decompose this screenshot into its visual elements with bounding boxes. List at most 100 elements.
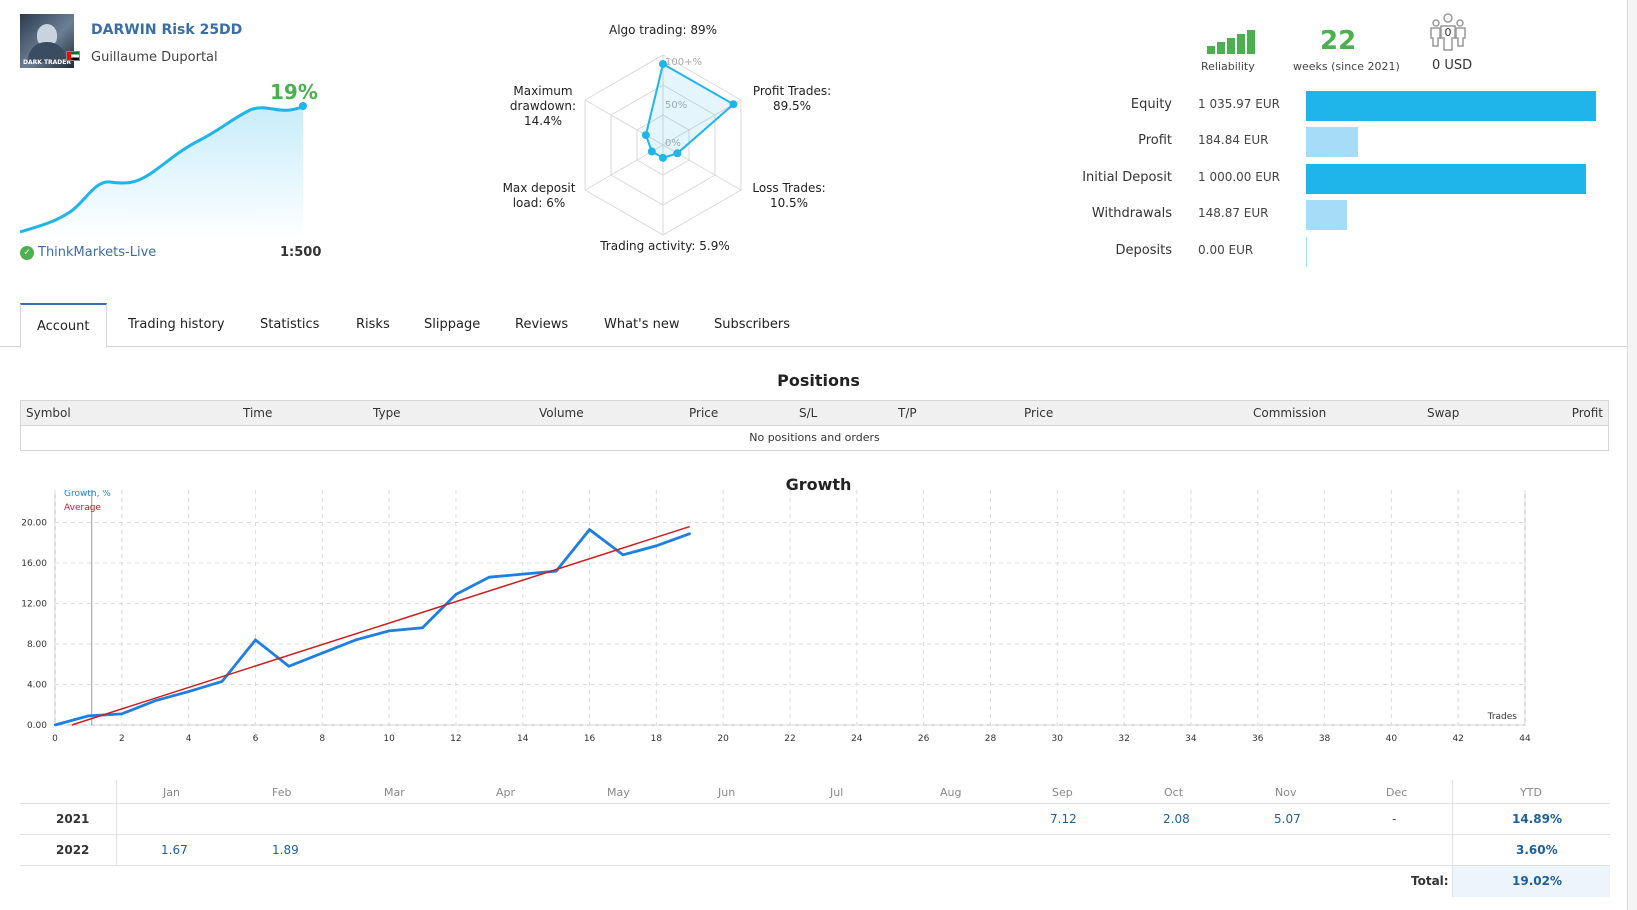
- x-tick-label: 38: [1319, 734, 1331, 744]
- ytd-column: [1452, 835, 1610, 865]
- x-tick-label: 36: [1252, 734, 1264, 744]
- year-2022: 2022: [56, 843, 90, 857]
- col-price[interactable]: Price: [689, 406, 719, 420]
- x-tick-label: 20: [717, 734, 729, 744]
- growth-point: [154, 699, 157, 702]
- growth-point: [187, 690, 190, 693]
- x-tick-label: 22: [784, 734, 795, 744]
- col-tp[interactable]: T/P: [898, 406, 917, 420]
- col-profit[interactable]: Profit: [1571, 406, 1603, 420]
- y-tick-label: 20.00: [21, 519, 47, 529]
- growth-point: [87, 714, 90, 718]
- reliability-bar-5: [1247, 30, 1255, 54]
- money-label: Profit: [1138, 133, 1172, 148]
- ytd-column: [1452, 804, 1610, 834]
- money-row: Initial Deposit 1 000.00 EUR: [1000, 164, 1620, 194]
- tab-subscribers[interactable]: Subscribers: [714, 317, 790, 332]
- ytd-label: YTD: [1520, 786, 1542, 799]
- broker-name[interactable]: ThinkMarkets-Live: [38, 245, 157, 260]
- tab-slippage[interactable]: Slippage: [424, 317, 481, 332]
- average-series-line: [71, 525, 691, 726]
- col-price-current[interactable]: Price: [1024, 406, 1054, 420]
- tab-statistics[interactable]: Statistics: [260, 317, 320, 332]
- growth-point: [421, 626, 424, 629]
- growth-point: [588, 528, 591, 531]
- reliability-bar-3: [1227, 38, 1235, 54]
- strategy-name[interactable]: DARWIN Risk 25DD: [91, 22, 243, 38]
- radar-axis-1: [662, 99, 742, 146]
- reliability-bar-4: [1237, 34, 1245, 54]
- page-scrollbar[interactable]: [1627, 0, 1637, 910]
- money-value: 184.84 EUR: [1198, 133, 1269, 147]
- country-flag-icon: [66, 51, 80, 61]
- radar-point-2: [673, 149, 682, 158]
- month-jun: Jun: [718, 786, 736, 799]
- avatar[interactable]: DARK TRADER: [20, 14, 74, 68]
- x-tick-label: 16: [584, 734, 596, 744]
- x-tick-label: 0: [52, 734, 58, 744]
- col-symbol[interactable]: Symbol: [26, 406, 71, 420]
- growth-point: [621, 553, 625, 557]
- tab-whats-new[interactable]: What's new: [604, 317, 680, 332]
- leverage: 1:500: [280, 245, 322, 260]
- monthly-divider: [116, 780, 117, 803]
- value-2021-dec: -: [1392, 812, 1397, 826]
- radar-point-5: [641, 131, 650, 140]
- monthly-divider: [116, 835, 117, 865]
- radar-shape: [644, 62, 736, 159]
- x-tick-label: 40: [1386, 734, 1398, 744]
- money-bar: [1306, 127, 1358, 157]
- ytd-2022: 3.60%: [1516, 843, 1558, 857]
- money-bar: [1306, 200, 1347, 230]
- col-volume[interactable]: Volume: [539, 406, 584, 420]
- mini-growth-line: [20, 104, 306, 234]
- money-value: 1 035.97 EUR: [1198, 97, 1280, 111]
- money-label: Equity: [1130, 97, 1172, 112]
- radar-ring-label: 0%: [665, 138, 681, 149]
- monthly-total-row: Total: 19.02%: [20, 866, 1610, 897]
- x-tick-label: 14: [517, 734, 529, 744]
- broker[interactable]: ✓ ThinkMarkets-Live: [20, 245, 156, 260]
- x-axis-label: Trades: [1487, 712, 1518, 722]
- y-tick-label: 0.00: [27, 721, 47, 731]
- tab-trading-history[interactable]: Trading history: [128, 317, 225, 332]
- growth-point: [387, 629, 391, 633]
- mini-growth-chart: [20, 102, 307, 240]
- growth-point: [287, 665, 291, 668]
- total-label: Total:: [1411, 874, 1449, 888]
- money-label: Deposits: [1115, 243, 1172, 258]
- col-sl[interactable]: S/L: [799, 406, 818, 420]
- tab-risks[interactable]: Risks: [356, 317, 390, 332]
- positions-header: Symbol Time Type Volume Price S/L T/P Pr…: [21, 401, 1608, 426]
- col-type[interactable]: Type: [373, 406, 401, 420]
- month-oct: Oct: [1164, 786, 1184, 799]
- month-may: May: [607, 786, 630, 799]
- x-tick-label: 28: [985, 734, 997, 744]
- money-value: 148.87 EUR: [1198, 206, 1269, 220]
- growth-percent: 19%: [270, 80, 318, 104]
- col-commission[interactable]: Commission: [1253, 406, 1327, 420]
- mini-growth-area: [20, 105, 305, 240]
- avatar-text: DARK TRADER: [22, 59, 72, 66]
- radar-point-0: [659, 60, 667, 69]
- radar-label-drawdown: Maximum drawdown: 14.4%: [509, 84, 577, 128]
- col-time[interactable]: Time: [243, 406, 273, 420]
- radar-point-1: [729, 100, 738, 109]
- radar-ring-label: 50%: [665, 100, 687, 111]
- col-swap[interactable]: Swap: [1427, 406, 1460, 420]
- reliability-bars[interactable]: [1207, 28, 1255, 54]
- growth-point: [488, 575, 491, 579]
- growth-point: [254, 638, 257, 642]
- author-name[interactable]: Guillaume Duportal: [91, 50, 218, 65]
- x-tick-label: 42: [1452, 734, 1463, 744]
- tab-account[interactable]: Account: [20, 303, 107, 348]
- money-label: Initial Deposit: [1082, 170, 1172, 185]
- month-nov: Nov: [1275, 786, 1297, 799]
- tab-reviews[interactable]: Reviews: [515, 317, 569, 332]
- radar-label-deposit-load: Max deposit load: 6%: [502, 181, 576, 210]
- radar-label-activity: Trading activity: 5.9%: [600, 239, 730, 253]
- subscribers-icon[interactable]: 0: [1428, 12, 1468, 52]
- year-2021: 2021: [56, 812, 90, 826]
- radar-point-3: [659, 153, 667, 162]
- growth-point: [521, 572, 524, 576]
